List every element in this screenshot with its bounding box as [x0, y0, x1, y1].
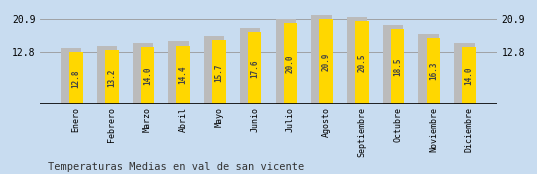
Text: 15.7: 15.7 [214, 63, 223, 82]
Bar [355, 21, 369, 104]
Bar [454, 43, 475, 104]
Text: 18.5: 18.5 [393, 57, 402, 76]
Bar [240, 28, 260, 104]
Bar [284, 23, 297, 104]
Bar [248, 33, 262, 104]
Bar [462, 47, 476, 104]
Bar [347, 17, 367, 104]
Text: 20.9: 20.9 [322, 52, 331, 71]
Text: 14.0: 14.0 [465, 66, 474, 85]
Bar [177, 46, 190, 104]
Bar [61, 48, 82, 104]
Text: 14.4: 14.4 [179, 66, 188, 84]
Text: 16.3: 16.3 [429, 62, 438, 80]
Bar [141, 47, 154, 104]
Bar [275, 19, 296, 104]
Text: 13.2: 13.2 [107, 68, 116, 87]
Bar [391, 29, 404, 104]
Bar [133, 43, 153, 104]
Bar [97, 46, 117, 104]
Text: 14.0: 14.0 [143, 66, 152, 85]
Text: 17.6: 17.6 [250, 59, 259, 78]
Bar [204, 36, 224, 104]
Bar [418, 34, 439, 104]
Text: 20.0: 20.0 [286, 54, 295, 73]
Bar [105, 50, 119, 104]
Bar [426, 38, 440, 104]
Text: 12.8: 12.8 [71, 69, 81, 88]
Bar [320, 19, 333, 104]
Bar [383, 25, 403, 104]
Bar [212, 40, 226, 104]
Text: 20.5: 20.5 [358, 53, 366, 72]
Bar [168, 41, 188, 104]
Bar [311, 15, 332, 104]
Bar [69, 52, 83, 104]
Text: Temperaturas Medias en val de san vicente: Temperaturas Medias en val de san vicent… [48, 162, 304, 172]
